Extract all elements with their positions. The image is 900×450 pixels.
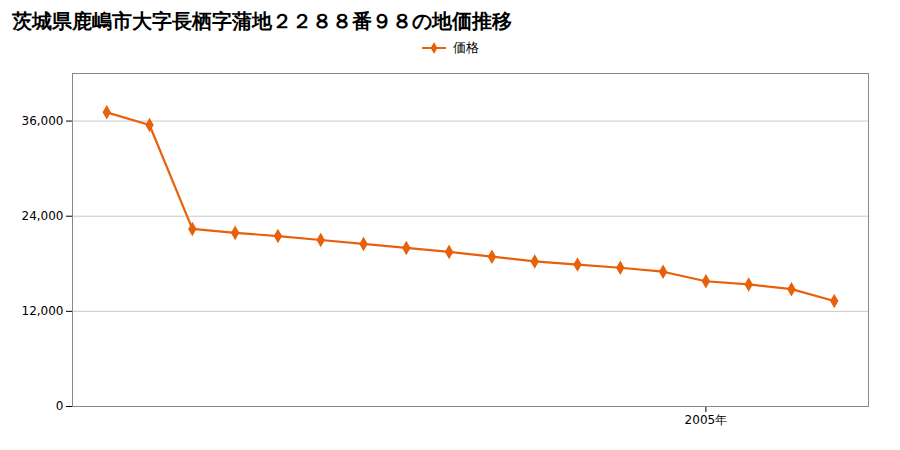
svg-text:12,000: 12,000 <box>22 304 64 318</box>
svg-text:24,000: 24,000 <box>22 209 64 223</box>
html-text:価格: 価格 <box>453 40 479 55</box>
svg-text:2005年: 2005年 <box>685 413 728 427</box>
html-text:茨城県鹿嶋市大字長栖字蒲地２２８８番９８の地価推移: 茨城県鹿嶋市大字長栖字蒲地２２８８番９８の地価推移 <box>12 9 512 33</box>
svg-text:0: 0 <box>56 399 64 413</box>
svg-text:36,000: 36,000 <box>22 114 64 128</box>
